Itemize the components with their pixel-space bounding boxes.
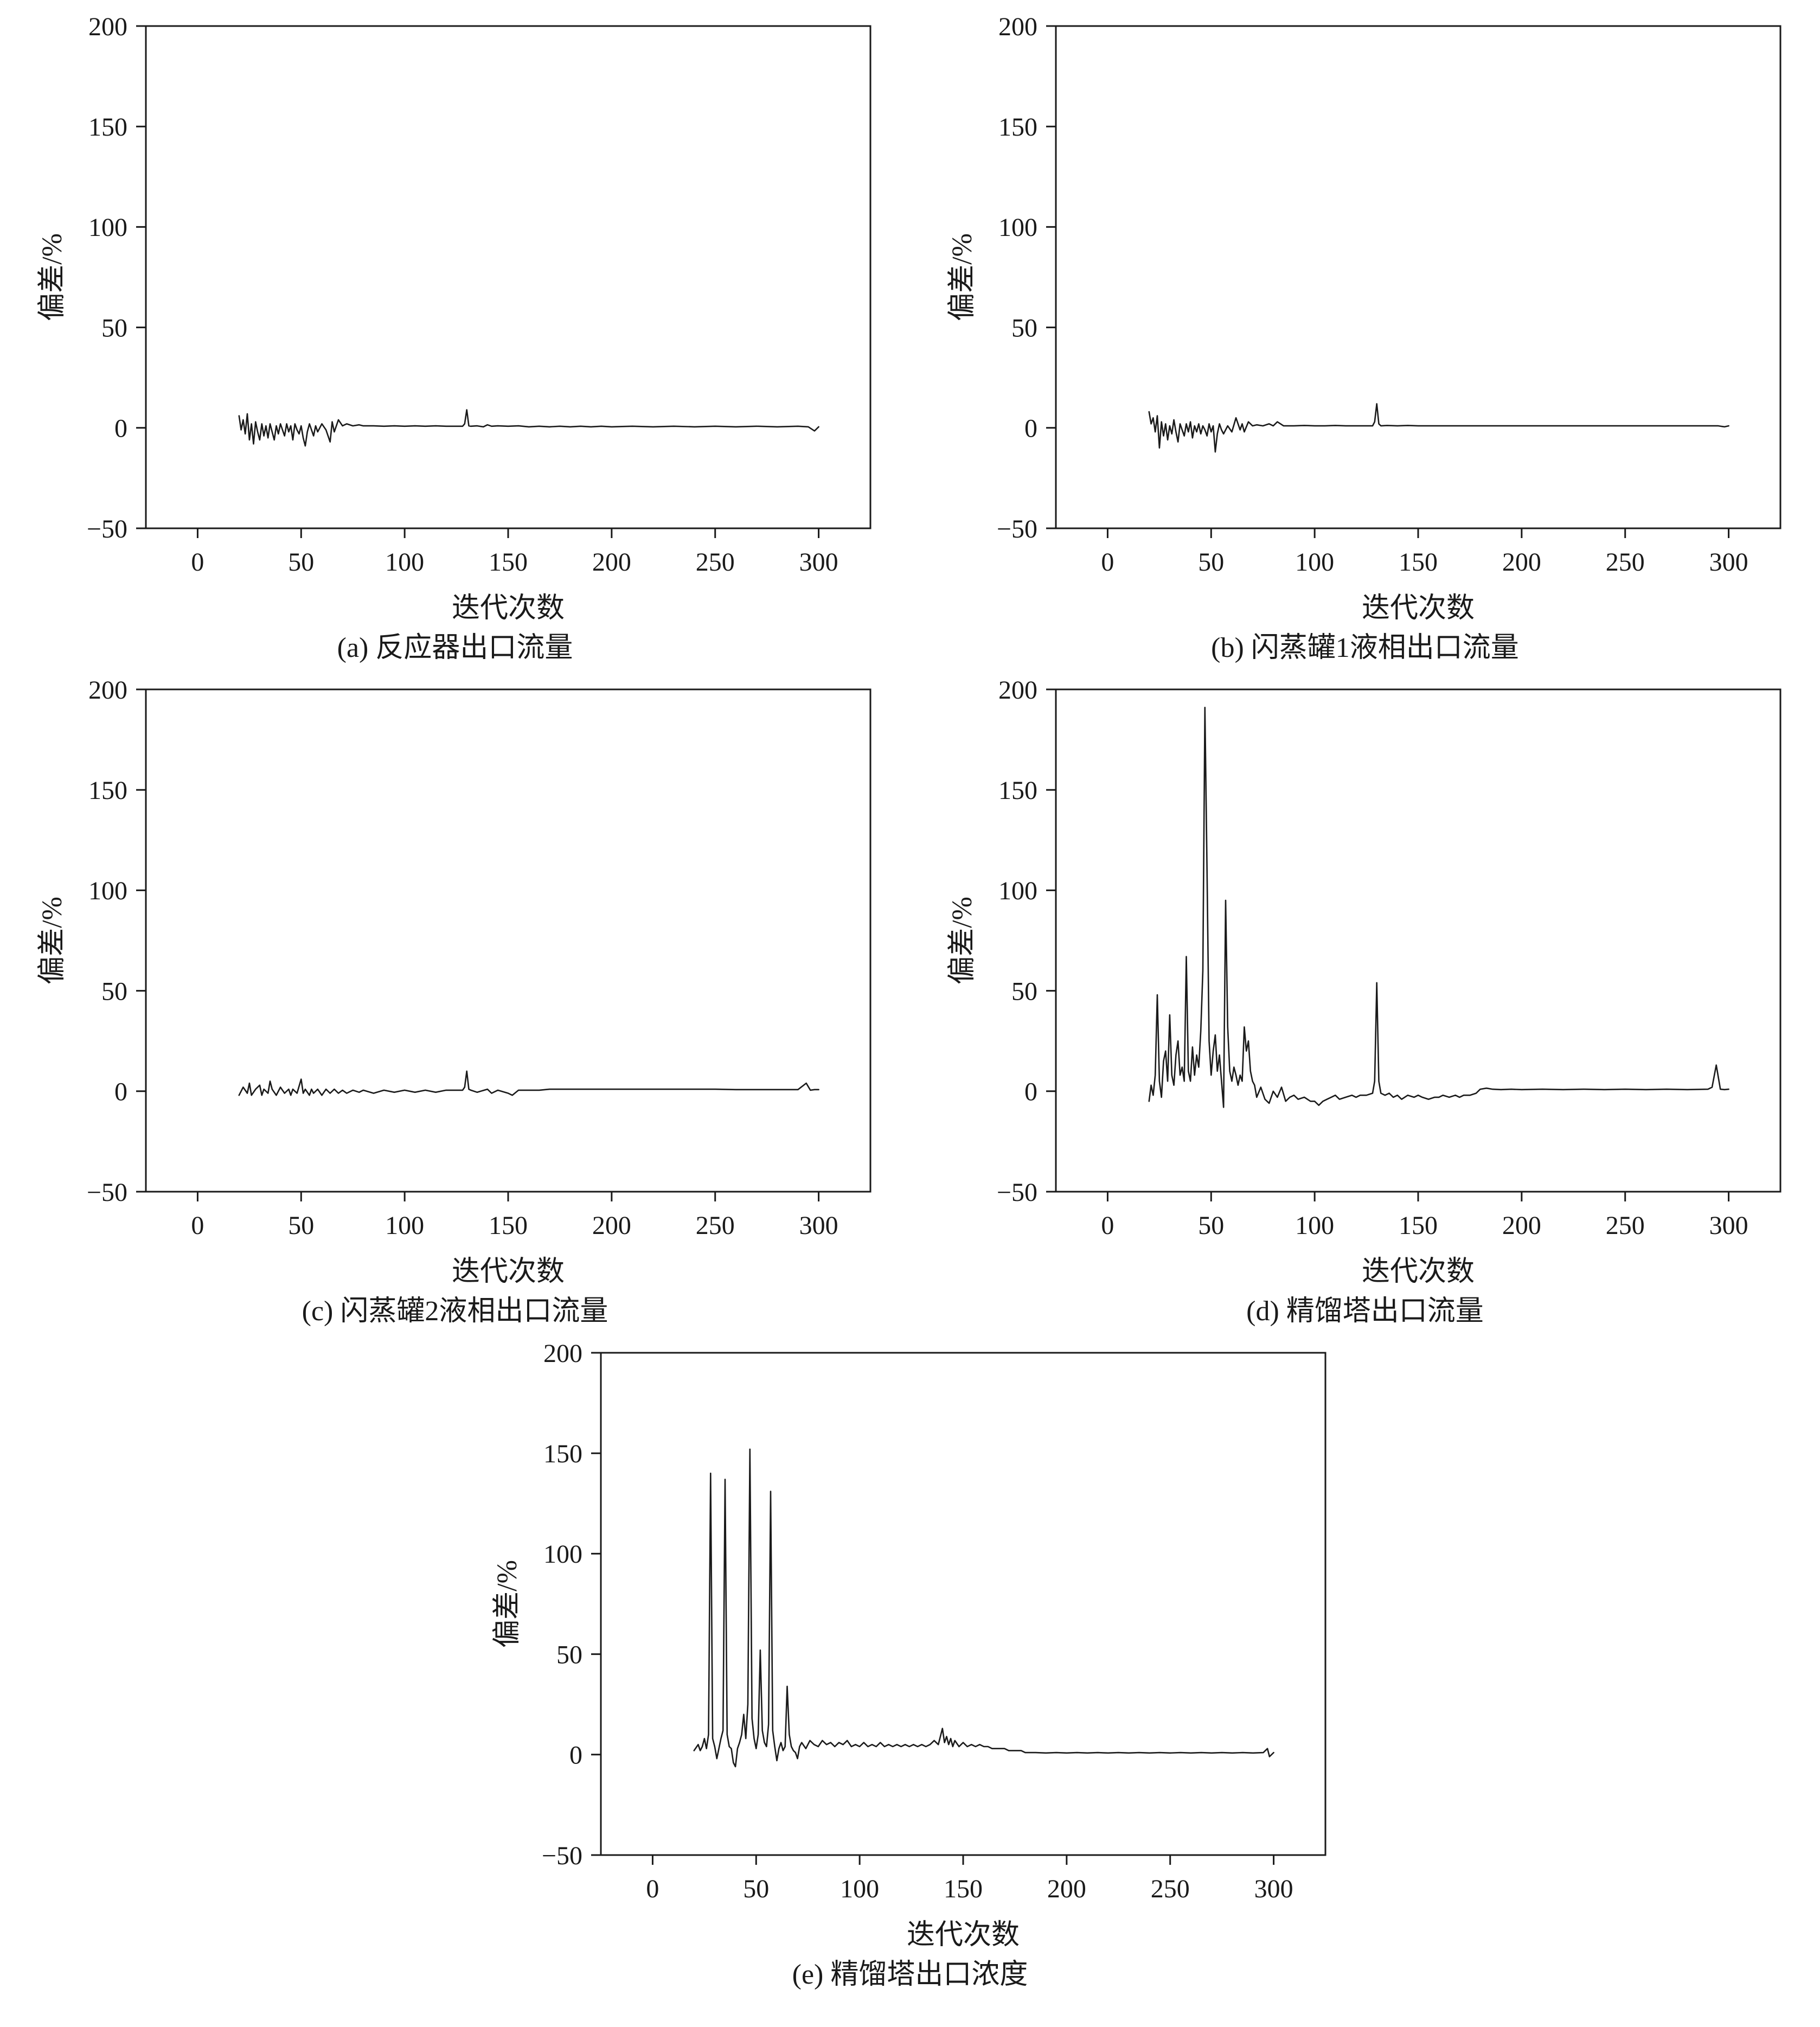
svg-text:−50: −50 (87, 515, 127, 543)
svg-text:200: 200 (88, 12, 127, 41)
svg-text:100: 100 (88, 877, 127, 905)
svg-text:100: 100 (998, 877, 1037, 905)
svg-text:迭代次数: 迭代次数 (907, 1920, 1020, 1951)
svg-text:250: 250 (1151, 1875, 1190, 1903)
plot-area-c: −50 0 50 100 150 200 0 50 100 150 200 250 300 偏差/% 迭代次… (37, 676, 871, 1287)
chart-b: −50 0 50 100 150 200 0 50 100 150 200 250 300 偏差/% 迭代次… (910, 0, 1820, 663)
chart-e: −50 0 50 100 150 200 0 50 100 150 200 250 300 偏差/% 迭代次… (476, 1327, 1344, 1990)
plot-area-b: −50 0 50 100 150 200 0 50 100 150 200 250 300 偏差/% 迭代次… (947, 12, 1781, 624)
svg-text:0: 0 (1024, 1078, 1037, 1107)
svg-text:50: 50 (1198, 548, 1224, 577)
svg-text:100: 100 (998, 213, 1037, 242)
svg-text:迭代次数: 迭代次数 (1362, 1256, 1475, 1287)
svg-text:250: 250 (1606, 1211, 1645, 1240)
svg-text:50: 50 (101, 314, 127, 342)
svg-text:200: 200 (88, 676, 127, 705)
svg-text:200: 200 (1502, 1211, 1541, 1240)
svg-text:200: 200 (592, 548, 631, 577)
svg-text:300: 300 (799, 1211, 838, 1240)
caption-b: (b) 闪蒸罐1液相出口流量 (1211, 632, 1519, 663)
svg-text:200: 200 (1047, 1875, 1086, 1903)
svg-text:0: 0 (1101, 1211, 1114, 1240)
svg-text:200: 200 (592, 1211, 631, 1240)
svg-text:300: 300 (1254, 1875, 1293, 1903)
svg-text:250: 250 (1606, 548, 1645, 577)
svg-text:150: 150 (1399, 1211, 1438, 1240)
bottom-row: −50 0 50 100 150 200 0 50 100 150 200 250 300 偏差/% 迭代次… (0, 1327, 1820, 1990)
svg-text:150: 150 (88, 776, 127, 805)
svg-text:偏差/%: 偏差/% (947, 233, 978, 321)
chart-d: −50 0 50 100 150 200 0 50 100 150 200 250 300 偏差/% 迭代次… (910, 663, 1820, 1327)
svg-text:0: 0 (1024, 414, 1037, 443)
svg-text:300: 300 (1709, 1211, 1748, 1240)
svg-text:50: 50 (288, 548, 314, 577)
svg-text:300: 300 (799, 548, 838, 577)
svg-text:0: 0 (1101, 548, 1114, 577)
svg-text:−50: −50 (87, 1178, 127, 1207)
svg-text:−50: −50 (997, 1178, 1037, 1207)
svg-text:150: 150 (88, 113, 127, 142)
svg-text:偏差/%: 偏差/% (37, 233, 68, 321)
plot-area-d: −50 0 50 100 150 200 0 50 100 150 200 250 300 偏差/% 迭代次… (947, 676, 1781, 1287)
svg-text:50: 50 (743, 1875, 769, 1903)
svg-text:150: 150 (998, 113, 1037, 142)
svg-text:250: 250 (696, 1211, 735, 1240)
figure-grid: −50 0 50 100 150 200 0 50 100 150 200 250 300 偏差/% 迭代次… (0, 0, 1820, 1327)
svg-text:150: 150 (1399, 548, 1438, 577)
svg-text:100: 100 (543, 1540, 582, 1569)
svg-text:100: 100 (1295, 1211, 1334, 1240)
svg-text:100: 100 (840, 1875, 879, 1903)
svg-text:0: 0 (114, 1078, 127, 1107)
svg-text:0: 0 (191, 1211, 204, 1240)
svg-text:200: 200 (543, 1339, 582, 1368)
chart-a: −50 0 50 100 150 200 0 50 100 150 200 250 300 偏差/% 迭代次… (0, 0, 910, 663)
svg-text:偏差/%: 偏差/% (37, 897, 68, 984)
svg-text:250: 250 (696, 548, 735, 577)
caption-a: (a) 反应器出口流量 (337, 632, 573, 663)
svg-text:100: 100 (385, 548, 424, 577)
svg-text:200: 200 (998, 676, 1037, 705)
svg-text:0: 0 (646, 1875, 659, 1903)
svg-text:50: 50 (1011, 977, 1037, 1006)
svg-text:−50: −50 (542, 1841, 582, 1870)
svg-text:0: 0 (191, 548, 204, 577)
svg-text:200: 200 (998, 12, 1037, 41)
svg-text:150: 150 (543, 1440, 582, 1468)
svg-text:300: 300 (1709, 548, 1748, 577)
svg-text:迭代次数: 迭代次数 (452, 1256, 565, 1287)
svg-text:150: 150 (489, 1211, 528, 1240)
svg-text:50: 50 (101, 977, 127, 1006)
svg-text:150: 150 (944, 1875, 983, 1903)
svg-text:50: 50 (1198, 1211, 1224, 1240)
svg-text:偏差/%: 偏差/% (492, 1560, 523, 1648)
svg-text:200: 200 (1502, 548, 1541, 577)
caption-d: (d) 精馏塔出口流量 (1246, 1296, 1484, 1327)
svg-text:100: 100 (385, 1211, 424, 1240)
svg-text:迭代次数: 迭代次数 (1362, 593, 1475, 624)
svg-text:100: 100 (88, 213, 127, 242)
svg-text:50: 50 (1011, 314, 1037, 342)
svg-text:150: 150 (998, 776, 1037, 805)
svg-text:0: 0 (569, 1741, 582, 1770)
svg-text:0: 0 (114, 414, 127, 443)
caption-c: (c) 闪蒸罐2液相出口流量 (302, 1296, 608, 1327)
svg-text:偏差/%: 偏差/% (947, 897, 978, 984)
caption-e: (e) 精馏塔出口浓度 (792, 1959, 1028, 1991)
svg-text:50: 50 (556, 1641, 582, 1670)
chart-c: −50 0 50 100 150 200 0 50 100 150 200 250 300 偏差/% 迭代次… (0, 663, 910, 1327)
svg-text:50: 50 (288, 1211, 314, 1240)
svg-text:100: 100 (1295, 548, 1334, 577)
svg-text:150: 150 (489, 548, 528, 577)
plot-area-a: −50 0 50 100 150 200 0 50 100 150 200 250 300 偏差/% 迭代次… (37, 12, 871, 624)
plot-area-e: −50 0 50 100 150 200 0 50 100 150 200 250 300 偏差/% 迭代次… (492, 1339, 1326, 1951)
svg-text:−50: −50 (997, 515, 1037, 543)
svg-text:迭代次数: 迭代次数 (452, 593, 565, 624)
